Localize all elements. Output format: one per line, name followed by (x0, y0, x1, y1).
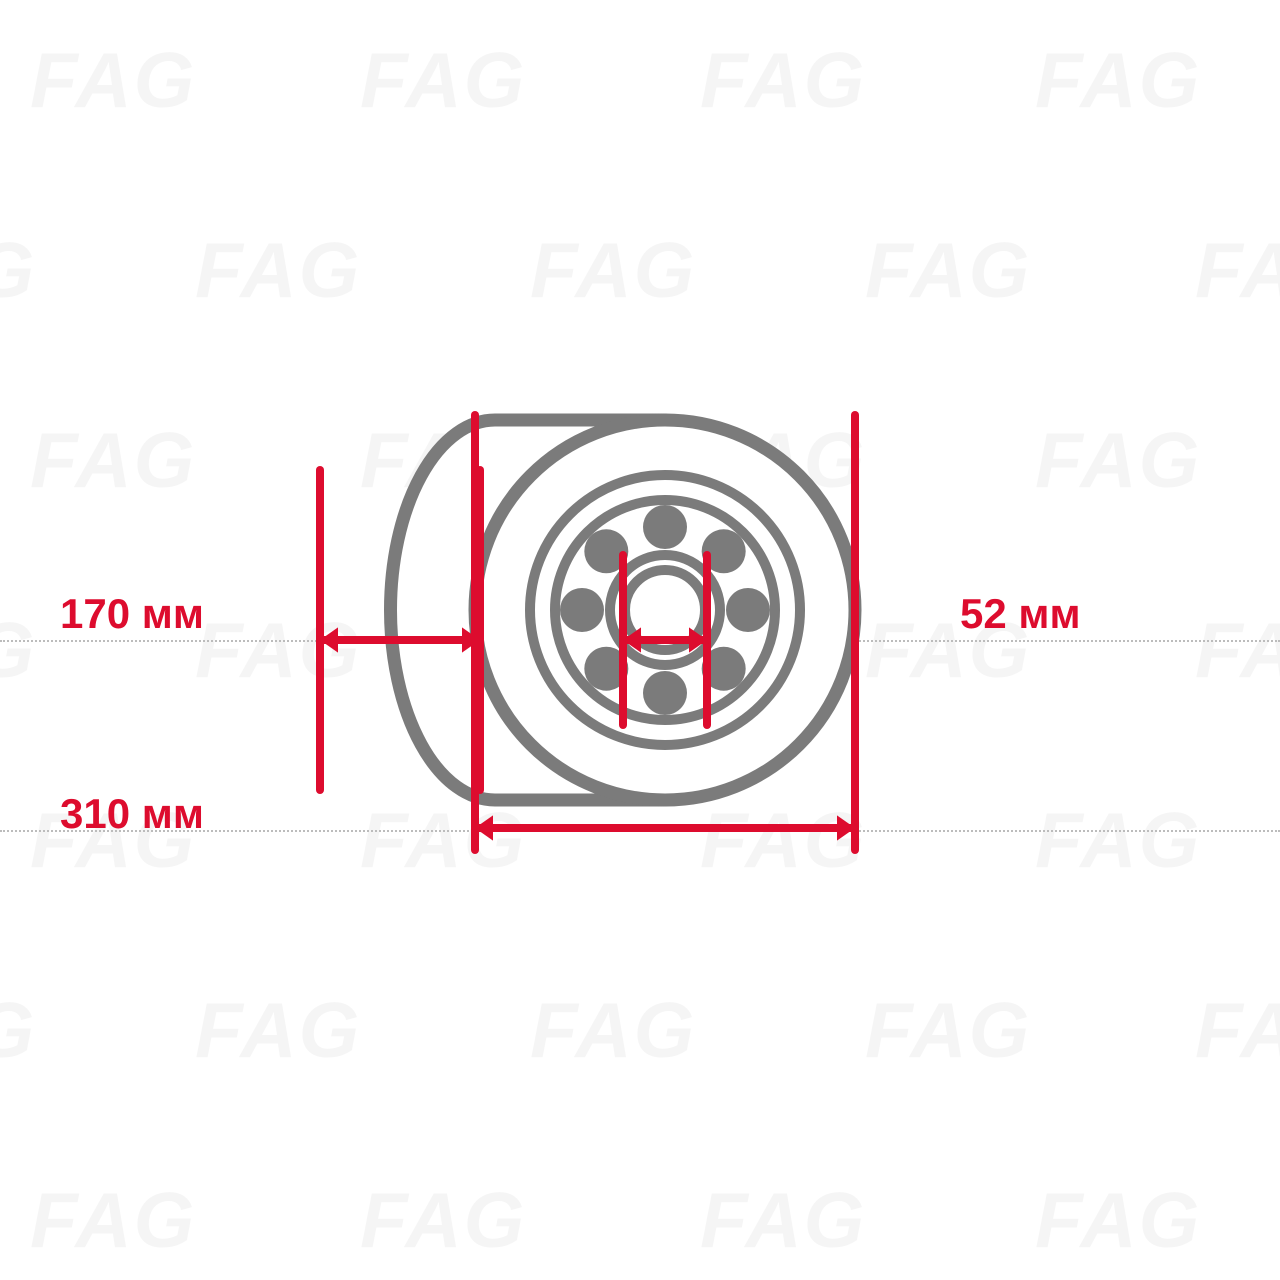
diagram-canvas: FAGFAGFAGFAGFAGFAGFAGFAGFAGFAGFAGFAGFAGF… (0, 0, 1280, 1280)
width-dimension-label: 170 мм (60, 590, 204, 638)
diameter-dimension-label: 310 мм (60, 790, 204, 838)
dimension-lines (0, 0, 1280, 1280)
bore-dimension-label: 52 мм (960, 590, 1081, 638)
